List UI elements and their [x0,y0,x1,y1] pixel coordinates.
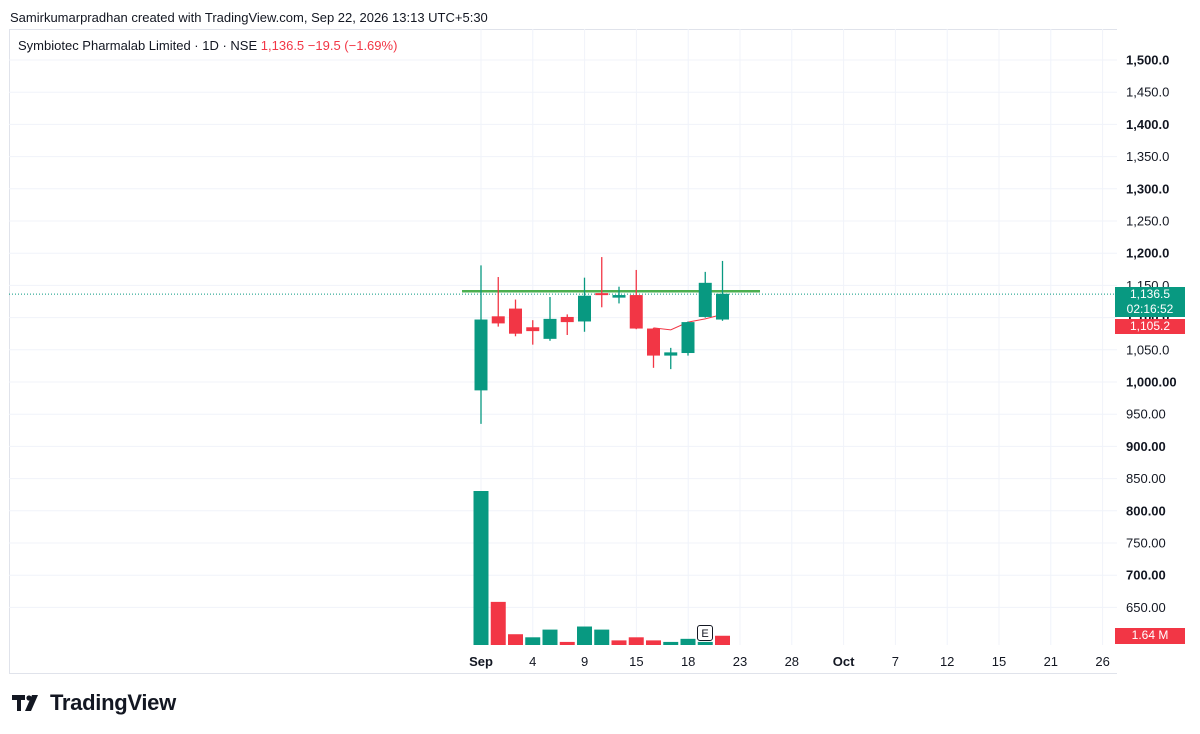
y-tick-label: 950.00 [1126,407,1166,422]
tradingview-logo[interactable]: TradingView [12,690,176,716]
candle-body [543,318,557,339]
candle-body [647,328,660,356]
candle-body [491,316,505,324]
y-tick-label: 900.00 [1126,439,1166,454]
x-tick-label: 21 [1044,654,1058,669]
tradingview-logo-icon [12,695,38,711]
candle-body [681,322,695,354]
candle-body [664,352,678,356]
y-tick-label: 850.00 [1126,471,1166,486]
candle-body [526,327,540,332]
last-price-value: 1,136.5 [1129,287,1171,301]
earnings-event-marker[interactable]: E [697,625,713,641]
candle-body [716,293,729,320]
y-tick-label: 1,400.0 [1126,117,1169,132]
legend-change: −19.5 (−1.69%) [307,38,398,53]
candle-body [578,295,591,322]
volume-bar [646,640,661,645]
y-tick-label: 700.00 [1126,568,1166,583]
y-tick-label: 1,250.0 [1126,214,1169,229]
volume-bar [611,640,627,645]
chart-byline: Samirkumarpradhan created with TradingVi… [10,10,488,25]
candle-body [629,295,643,329]
volume-bar [697,641,713,645]
last-price-tag: 1,136.5 02:16:52 [1115,287,1185,317]
symbol-legend: Symbiotec Pharmalab Limited · 1D · NSE 1… [18,38,397,53]
volume-bar [473,491,489,645]
x-tick-label: 9 [581,654,588,669]
chart-pane[interactable] [9,29,1117,674]
y-tick-label: 1,300.0 [1126,181,1169,196]
x-tick-label: 12 [940,654,954,669]
x-tick-label: 15 [992,654,1006,669]
volume-bar [680,638,696,645]
volume-bar [508,634,523,645]
x-tick-label: 4 [529,654,536,669]
legend-price: 1,136.5 [260,38,305,53]
volume-value-tag: 1.64 M [1115,628,1185,644]
y-tick-label: 650.00 [1126,600,1166,615]
y-tick-label: 1,000.00 [1126,375,1177,390]
y-tick-label: 1,500.0 [1126,53,1169,68]
x-tick-label: 18 [681,654,695,669]
y-tick-label: 1,450.0 [1126,85,1169,100]
candle-body [474,319,488,391]
y-tick-label: 750.00 [1126,536,1166,551]
tradingview-wordmark: TradingView [50,690,176,715]
y-tick-label: 1,050.0 [1126,342,1169,357]
x-tick-label: 28 [785,654,799,669]
volume-bar [542,629,558,645]
candle-body [509,308,522,334]
candle-body [560,316,574,323]
candle-body [595,293,609,296]
y-tick-label: 800.00 [1126,503,1166,518]
volume-bar [628,637,644,645]
volume-bar [594,629,610,645]
volume-bar [559,641,575,645]
bar-countdown: 02:16:52 [1126,302,1174,316]
volume-bar [525,637,541,645]
x-tick-label: 7 [892,654,899,669]
x-tick-label: Sep [469,654,493,669]
x-tick-label: 23 [733,654,747,669]
legend-symbol[interactable]: Symbiotec Pharmalab Limited · 1D · NSE [18,38,258,53]
candle-body [612,295,626,298]
volume-bar [715,635,730,645]
volume-bar [490,601,506,645]
x-tick-label: 26 [1095,654,1109,669]
ma-value-tag: 1,105.2 [1115,319,1185,334]
y-tick-label: 1,350.0 [1126,149,1169,164]
candle-body [698,282,712,317]
y-tick-label: 1,200.0 [1126,246,1169,261]
volume-bar [577,626,592,645]
x-tick-label: 15 [629,654,643,669]
x-tick-label: Oct [833,654,855,669]
volume-bar [663,641,679,645]
